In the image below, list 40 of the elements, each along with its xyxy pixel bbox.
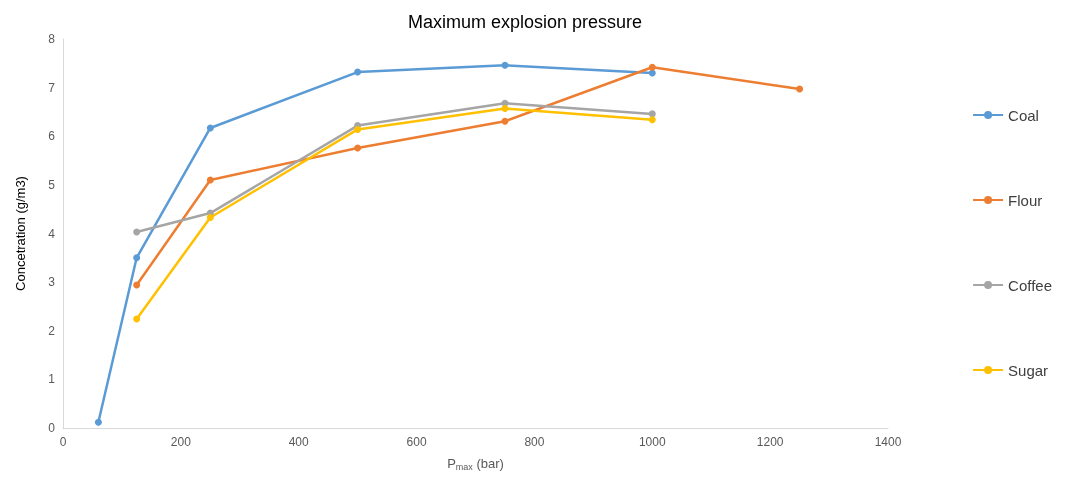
y-tick-label: 6 (48, 129, 56, 144)
y-tick-label: 1 (48, 372, 56, 387)
legend-label: Sugar (1008, 361, 1049, 379)
x-tick-label: 600 (406, 435, 427, 449)
point (206, 124, 214, 132)
point (354, 68, 362, 76)
y-tick-label: 2 (48, 323, 56, 338)
point (94, 418, 102, 426)
x-tick-label: 0 (59, 435, 67, 449)
y-tick-label: 7 (48, 80, 56, 95)
point (206, 176, 214, 184)
legend-label: Flour (1008, 191, 1043, 209)
chart-title: Maximum explosion pressure (407, 12, 643, 32)
point (206, 213, 214, 221)
point (133, 281, 141, 289)
y-tick-label: 4 (48, 226, 56, 241)
point (648, 69, 656, 77)
point (133, 228, 141, 236)
y-tick-label: 8 (48, 32, 56, 46)
point (648, 116, 656, 124)
point (501, 117, 509, 125)
point (501, 61, 509, 69)
x-tick-label: 400 (288, 435, 310, 449)
y-tick-label: 5 (48, 177, 56, 192)
point (354, 144, 362, 152)
y-axis-title: Concetration (g/m3) (13, 176, 28, 291)
legend-label: Coffee (1008, 276, 1053, 294)
y-tick-label: 0 (48, 421, 56, 435)
x-tick-label: 1000 (638, 435, 666, 449)
x-tick-label: 1400 (874, 435, 902, 449)
x-tick-label: 1200 (756, 435, 784, 449)
point (133, 254, 141, 262)
point (648, 63, 656, 71)
y-tick-label: 3 (48, 275, 56, 290)
point (133, 315, 141, 323)
x-tick-label: 800 (524, 435, 545, 449)
x-tick-label: 200 (170, 435, 192, 449)
point (501, 105, 509, 113)
point (796, 85, 804, 93)
legend-label: Coal (1008, 106, 1039, 124)
